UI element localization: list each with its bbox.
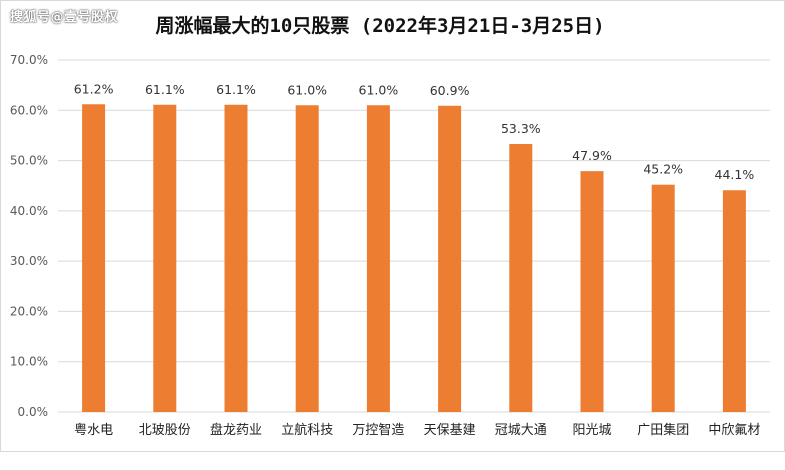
data-label: 44.1% <box>715 167 755 182</box>
bar-1 <box>153 104 177 413</box>
y-tick-label: 70.0% <box>10 53 48 67</box>
y-tick-label: 50.0% <box>10 154 48 168</box>
x-category-label: 天保基建 <box>424 423 476 438</box>
y-tick-label: 0.0% <box>18 405 49 419</box>
data-label: 61.0% <box>359 82 399 97</box>
bar-6 <box>509 143 533 412</box>
data-label: 47.9% <box>572 148 612 163</box>
chart-title: 周涨幅最大的10只股票 (2022年3月21日-3月25日) <box>155 14 604 37</box>
x-category-label: 盘龙药业 <box>210 422 262 438</box>
bar-0 <box>82 104 106 412</box>
x-category-label: 冠城大通 <box>495 423 547 438</box>
y-tick-label: 30.0% <box>10 254 48 268</box>
x-category-label: 北玻股份 <box>139 423 191 438</box>
data-label: 53.3% <box>501 121 541 136</box>
x-category-label: 粤水电 <box>74 422 113 438</box>
data-label: 45.2% <box>643 162 683 177</box>
x-category-label: 万控智造 <box>352 423 404 438</box>
y-tick-label: 60.0% <box>10 103 48 117</box>
bar-5 <box>438 105 462 412</box>
y-tick-label: 20.0% <box>10 304 48 318</box>
y-tick-label: 10.0% <box>10 355 48 369</box>
x-category-label: 阳光城 <box>572 423 611 438</box>
data-label: 60.9% <box>430 83 470 98</box>
bar-7 <box>580 171 604 412</box>
label-layer: 0.0% 10.0% 20.0% 30.0% 40.0% 50.0% 60.0% 70.0% 6… <box>10 53 761 438</box>
bar-2 <box>224 104 248 413</box>
x-category-label: 立航科技 <box>281 422 333 438</box>
bar-8 <box>651 184 675 412</box>
bar-9 <box>722 190 746 412</box>
x-category-label: 中欣氟材 <box>708 423 760 438</box>
grid-layer <box>58 59 770 413</box>
bar-4 <box>366 105 390 412</box>
watermark-text: 搜狐号@壹号股权 <box>10 10 119 25</box>
bar-3 <box>295 105 319 412</box>
data-label: 61.1% <box>216 82 256 97</box>
y-tick-label: 40.0% <box>10 204 48 218</box>
x-category-label: 广田集团 <box>637 422 689 438</box>
data-label: 61.1% <box>145 82 185 97</box>
data-label: 61.2% <box>74 81 114 96</box>
data-label: 61.0% <box>287 82 327 97</box>
bar-layer <box>82 104 746 413</box>
